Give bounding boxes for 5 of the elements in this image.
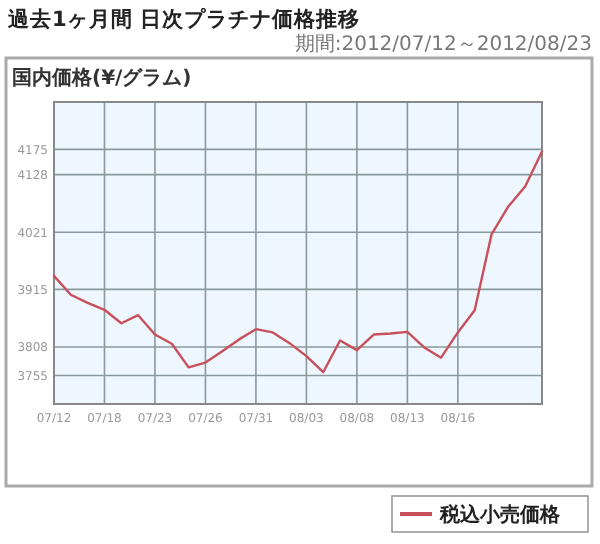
legend-label: 税込小売価格 — [438, 503, 562, 527]
chart-title: 過去1ヶ月間 日次プラチナ価格推移 — [6, 6, 360, 32]
line-series — [52, 150, 544, 374]
chart-subtitle: 期間:2012/07/12～2012/08/23 — [294, 32, 592, 56]
y-axis-title: 国内価格(¥/グラム) — [12, 66, 192, 90]
